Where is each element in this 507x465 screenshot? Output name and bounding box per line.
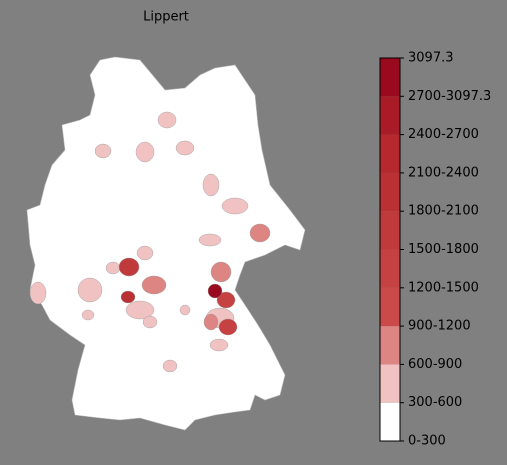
colorbar: 0-300 300-600 600-900 900-1200 1200-1500 1500… <box>379 57 491 449</box>
colorbar-top-label: 3097.3 <box>408 51 454 66</box>
district <box>81 309 95 321</box>
colorbar-band <box>380 326 400 365</box>
colorbar-band <box>380 172 400 212</box>
district <box>202 173 220 197</box>
colorbar-label: 600-900 <box>408 357 462 372</box>
district <box>216 291 236 309</box>
district <box>175 140 195 156</box>
colorbar-label: 0-300 <box>408 434 446 449</box>
districts <box>29 111 271 373</box>
district <box>136 245 154 261</box>
district <box>125 300 155 320</box>
district <box>77 277 103 303</box>
colorbar-band <box>380 287 400 327</box>
colorbar-frame <box>379 57 401 442</box>
district <box>207 283 223 299</box>
colorbar-band <box>380 211 400 250</box>
colorbar-label: 1200-1500 <box>408 280 479 295</box>
district <box>198 233 222 247</box>
district <box>218 318 238 336</box>
colorbar-band <box>380 58 400 97</box>
colorbar-band <box>380 402 400 441</box>
colorbar-label: 1500-1800 <box>408 242 479 257</box>
district <box>157 111 177 129</box>
district <box>141 275 167 295</box>
colorbar-label: 2400-2700 <box>408 127 479 142</box>
colorbar-band <box>380 364 400 403</box>
colorbar-label: 300-600 <box>408 395 462 410</box>
district <box>249 223 271 243</box>
district <box>120 290 136 304</box>
district <box>29 281 47 305</box>
colorbar-label: 2100-2400 <box>408 165 479 180</box>
district <box>94 143 112 159</box>
district <box>203 313 219 331</box>
district <box>221 197 249 215</box>
district <box>135 141 155 163</box>
colorbar-label: 900-1200 <box>408 319 471 334</box>
district <box>210 261 232 283</box>
district <box>142 315 158 329</box>
colorbar-label: 1800-2100 <box>408 204 479 219</box>
colorbar-band <box>380 134 400 173</box>
district <box>209 338 229 352</box>
colorbar-band <box>380 249 400 288</box>
district <box>162 359 178 373</box>
district <box>105 261 121 275</box>
colorbar-label: 2700-3097.3 <box>408 89 491 104</box>
map-title: Lippert <box>143 10 189 25</box>
district <box>118 257 140 277</box>
district <box>179 304 191 316</box>
colorbar-band <box>380 96 400 135</box>
